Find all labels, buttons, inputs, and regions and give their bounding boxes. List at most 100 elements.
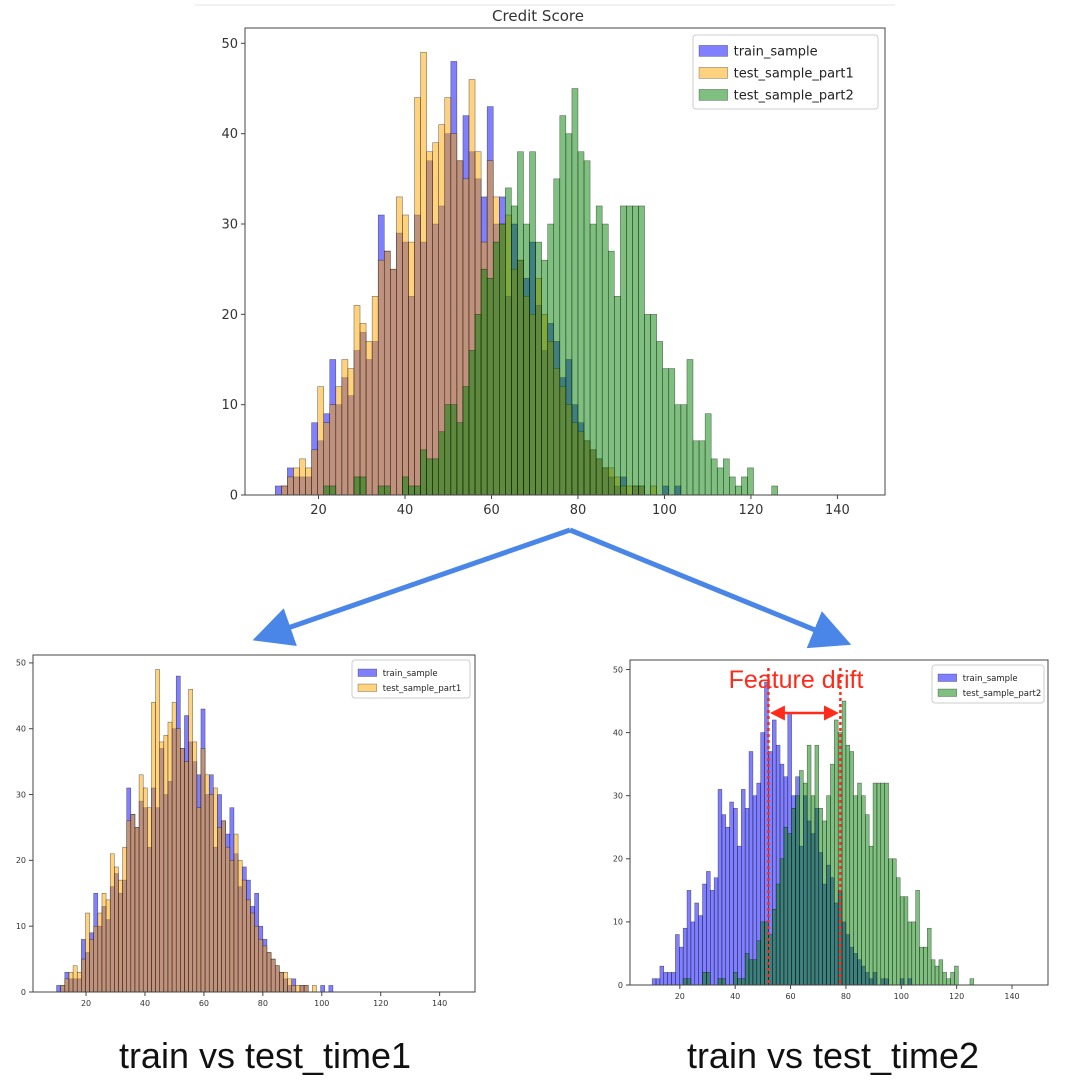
bar-test_sample_part2 — [884, 782, 889, 986]
bar-test_sample_part2 — [729, 476, 736, 496]
legend: train_sample test_sample_part1 — [351, 659, 471, 699]
bar-test_sample_part1 — [122, 846, 127, 993]
bar-test_sample_part2 — [911, 921, 916, 986]
bar-test_sample_part2 — [402, 476, 409, 496]
bar-test_sample_part2 — [969, 978, 975, 986]
bar-test_sample_part2 — [517, 151, 524, 496]
arrow-to-left-chart — [252, 527, 571, 647]
bar-train_sample — [737, 845, 742, 986]
legend-label: test_sample_part1 — [383, 684, 462, 694]
bar-test_sample_part2 — [723, 458, 730, 496]
x-tick-label: 40 — [397, 503, 414, 518]
legend-label: test_sample_part1 — [734, 66, 854, 81]
legend-box — [692, 34, 879, 110]
bar-test_sample_part1 — [89, 939, 94, 993]
y-tick-label: 50 — [16, 659, 26, 668]
legend-box — [351, 659, 471, 699]
bar-test_sample_part2 — [650, 314, 657, 496]
bar-test_sample_part1 — [317, 386, 324, 496]
bar-test_sample_part2 — [553, 178, 561, 496]
x-tick-label: 120 — [739, 503, 764, 518]
bar-test_sample_part1 — [377, 259, 385, 496]
bar-test_sample_part1 — [233, 833, 239, 993]
bar-train_sample — [698, 915, 703, 986]
bar-test_sample_part1 — [390, 268, 397, 496]
bar-test_sample_part1 — [323, 422, 331, 496]
bar-train_sample — [713, 877, 719, 986]
legend-swatch — [357, 683, 377, 692]
bar-test_sample_part1 — [420, 52, 427, 496]
x-tick-label: 20 — [675, 992, 685, 1001]
bar-test_sample_part1 — [180, 748, 185, 993]
x-tick-label: 40 — [140, 999, 150, 1008]
bar-test_sample_part2 — [680, 404, 688, 496]
bar-test_sample_part1 — [163, 735, 169, 993]
bar-test_sample_part2 — [601, 223, 609, 496]
bar-test_sample_part2 — [822, 820, 827, 986]
bar-test_sample_part2 — [907, 921, 913, 986]
bar-test_sample_part1 — [97, 912, 103, 993]
bar-test_sample_part2 — [735, 485, 742, 496]
x-tick-label: 80 — [258, 999, 268, 1008]
bar-test_sample_part1 — [188, 688, 193, 993]
y-tick-label: 0 — [21, 988, 26, 997]
bar-test_sample_part1 — [254, 925, 259, 993]
bar-test_sample_part1 — [147, 807, 152, 993]
bar-test_sample_part1 — [171, 702, 177, 993]
bar-test_sample_part1 — [151, 702, 156, 993]
bar-test_sample_part2 — [626, 205, 633, 496]
x-tick-label: 40 — [730, 992, 740, 1001]
bar-test_sample_part1 — [341, 359, 349, 496]
bottom-right-histogram: 20 40 60 80 100 120 140 0 10 20 30 40 50 train_sample… — [613, 659, 1049, 1001]
bar-test_sample_part1 — [167, 721, 173, 993]
bar-test_sample_part1 — [114, 866, 119, 993]
y-tick-label: 20 — [16, 856, 26, 865]
y-tick-label: 10 — [16, 922, 26, 931]
y-tick-label: 30 — [16, 790, 26, 799]
bar-test_sample_part1 — [312, 985, 317, 993]
x-tick-label: 100 — [314, 999, 329, 1008]
bar-train_sample — [694, 902, 699, 986]
y-tick-label: 30 — [221, 218, 238, 233]
bar-test_sample_part1 — [335, 386, 343, 496]
bar-test_sample_part2 — [674, 404, 682, 496]
bar-test_sample_part1 — [200, 748, 206, 993]
legend-swatch — [937, 688, 957, 697]
bar-test_sample_part2 — [938, 959, 944, 986]
y-tick-label: 50 — [221, 37, 238, 52]
bar-test_sample_part1 — [258, 939, 264, 993]
bar-train_sample — [679, 946, 684, 986]
bar-test_sample_part1 — [303, 985, 309, 993]
bar-test_sample_part1 — [262, 945, 268, 993]
bar-test_sample_part2 — [638, 205, 645, 496]
bar-test_sample_part1 — [426, 151, 433, 496]
bar-train_sample — [706, 871, 711, 986]
bottom-left-histogram: 20 40 60 80 100 120 140 0 10 20 30 40 50 train_sample… — [16, 654, 476, 1008]
bar-test_sample_part1 — [85, 912, 90, 993]
bar-train_sample — [710, 890, 715, 986]
bar-test_sample_part1 — [279, 972, 284, 993]
bar-test_sample_part2 — [950, 972, 955, 986]
bar-test_sample_part2 — [771, 485, 779, 496]
bar-test_sample_part2 — [768, 934, 773, 986]
y-tick-label: 50 — [613, 665, 623, 674]
bar-test_sample_part2 — [511, 205, 518, 496]
bar-test_sample_part1 — [68, 972, 74, 993]
bar-test_sample_part2 — [383, 485, 391, 496]
legend-label: train_sample — [383, 669, 438, 679]
bar-test_sample_part2 — [806, 744, 812, 986]
bar-train_sample — [56, 985, 61, 993]
x-tick-label: 80 — [841, 992, 851, 1001]
bar-test_sample_part2 — [704, 413, 712, 496]
bar-test_sample_part2 — [595, 205, 603, 496]
x-tick-label: 20 — [81, 999, 91, 1008]
bar-test_sample_part1 — [293, 467, 300, 496]
bar-test_sample_part2 — [706, 972, 711, 986]
x-tick-label: 100 — [894, 992, 909, 1001]
bar-test_sample_part2 — [583, 160, 591, 496]
bar-test_sample_part1 — [204, 774, 210, 993]
bar-test_sample_part1 — [299, 458, 306, 496]
bar-test_sample_part2 — [919, 946, 924, 986]
bar-test_sample_part2 — [834, 719, 839, 986]
legend: train_sample test_sample_part1 test_sample… — [692, 34, 879, 110]
